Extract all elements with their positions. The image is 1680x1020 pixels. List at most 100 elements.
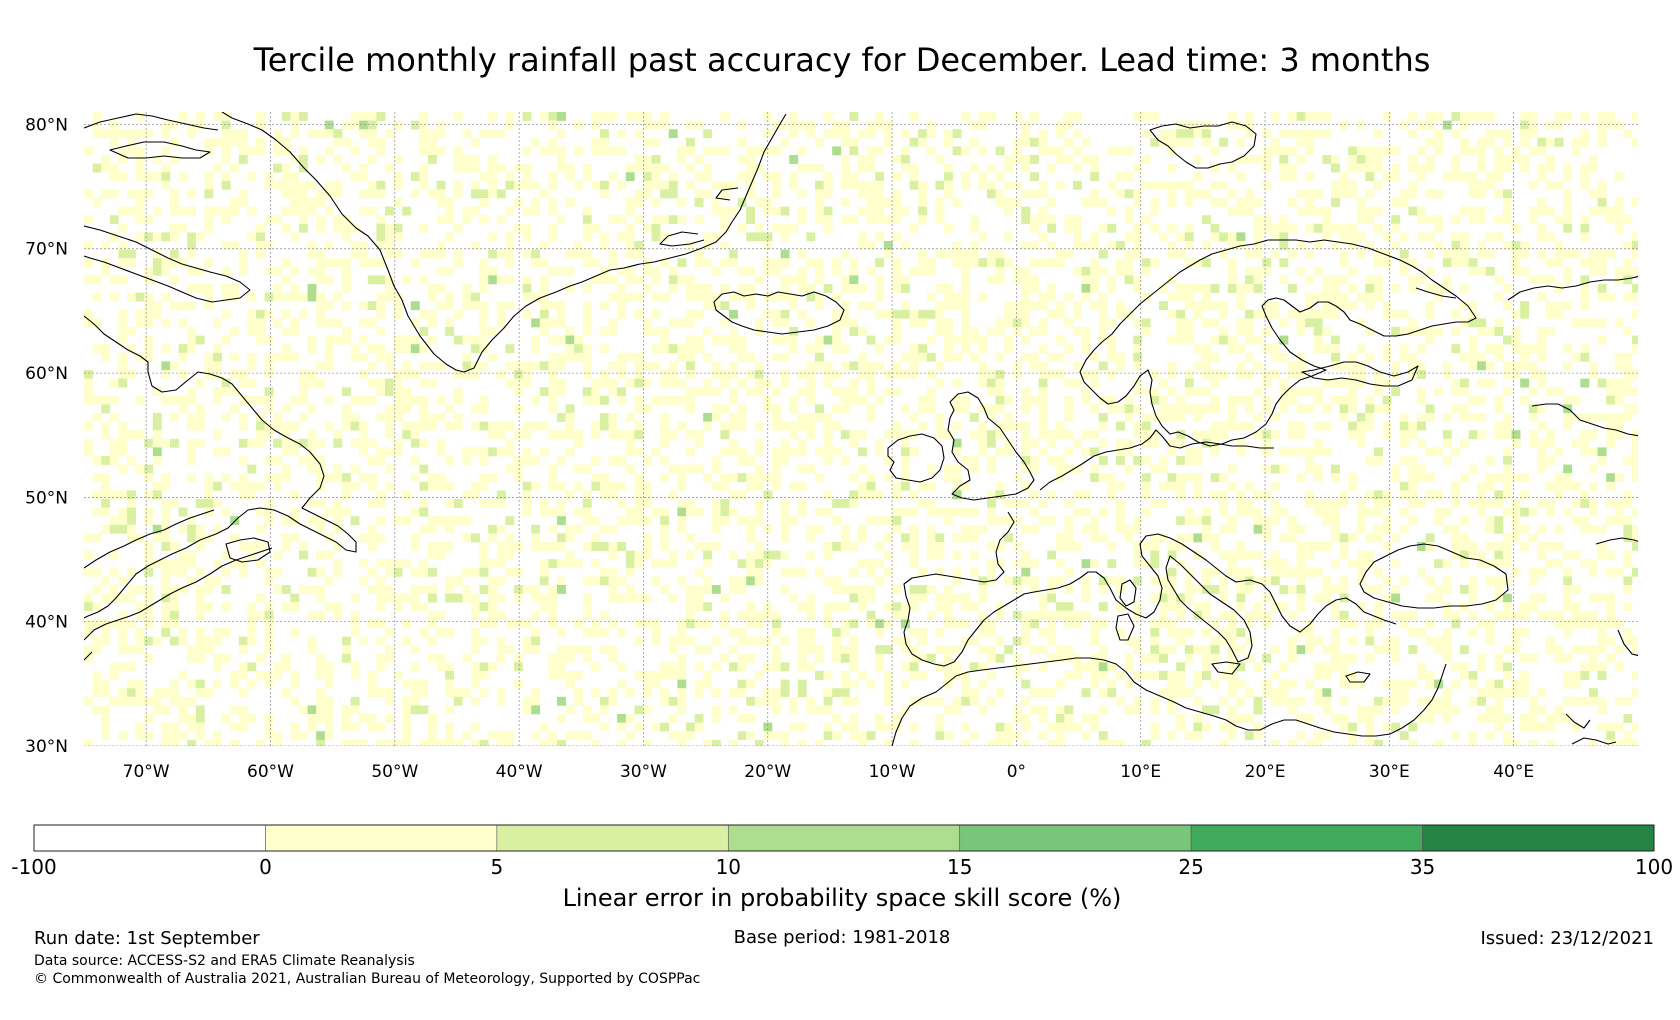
skill-cell bbox=[144, 318, 154, 328]
skill-cell bbox=[1597, 335, 1607, 345]
skill-cell bbox=[1537, 499, 1547, 508]
skill-cell bbox=[1184, 645, 1194, 655]
skill-cell bbox=[754, 610, 764, 620]
skill-cell bbox=[496, 653, 506, 663]
skill-cell bbox=[935, 662, 945, 672]
skill-cell bbox=[479, 542, 489, 551]
skill-cell bbox=[729, 361, 738, 371]
skill-cell bbox=[1245, 335, 1254, 345]
skill-cell bbox=[1090, 524, 1100, 534]
skill-cell bbox=[531, 335, 541, 345]
skill-cell bbox=[127, 137, 136, 147]
skill-cell bbox=[307, 499, 317, 508]
skill-cell bbox=[1460, 438, 1469, 448]
skill-cell bbox=[926, 610, 936, 620]
skill-cell bbox=[1107, 481, 1117, 491]
skill-cell bbox=[1176, 413, 1186, 422]
skill-cell bbox=[92, 292, 102, 302]
skill-cell bbox=[230, 163, 240, 173]
skill-cell bbox=[385, 163, 394, 173]
skill-cell bbox=[1589, 593, 1598, 603]
skill-cell bbox=[178, 567, 188, 577]
skill-cell bbox=[995, 275, 1005, 285]
skill-cell bbox=[445, 404, 455, 414]
skill-cell bbox=[204, 258, 214, 268]
skill-cell bbox=[815, 301, 824, 311]
skill-cell bbox=[264, 335, 274, 345]
skill-cell bbox=[1468, 301, 1478, 311]
skill-cell bbox=[1073, 327, 1082, 336]
skill-cell bbox=[1262, 309, 1272, 319]
skill-cell bbox=[952, 490, 962, 500]
skill-cell bbox=[367, 679, 377, 689]
skill-cell bbox=[625, 430, 635, 440]
skill-cell bbox=[686, 180, 695, 190]
skill-cell bbox=[832, 370, 842, 379]
skill-cell bbox=[1485, 499, 1495, 508]
skill-cell bbox=[1399, 249, 1409, 259]
skill-cell bbox=[1210, 619, 1220, 629]
skill-cell bbox=[1494, 155, 1504, 164]
skill-cell bbox=[815, 653, 824, 663]
skill-cell bbox=[686, 361, 695, 371]
skill-cell bbox=[1580, 619, 1590, 629]
skill-cell bbox=[1485, 576, 1495, 586]
skill-cell bbox=[1227, 662, 1237, 672]
skill-cell bbox=[625, 507, 635, 517]
skill-cell bbox=[1202, 404, 1211, 414]
skill-cell bbox=[1408, 456, 1418, 465]
skill-cell bbox=[1253, 490, 1263, 500]
skill-cell bbox=[660, 163, 670, 173]
skill-cell bbox=[92, 671, 102, 680]
skill-cell bbox=[668, 636, 678, 646]
skill-cell bbox=[668, 275, 678, 285]
skill-cell bbox=[892, 490, 902, 500]
skill-cell bbox=[608, 327, 618, 336]
skill-cell bbox=[918, 421, 928, 431]
skill-cell bbox=[969, 223, 979, 233]
skill-cell bbox=[264, 266, 274, 276]
skill-cell bbox=[1391, 172, 1401, 182]
skill-cell bbox=[1503, 602, 1512, 612]
skill-cell bbox=[1503, 533, 1512, 543]
skill-cell bbox=[1434, 284, 1444, 293]
skill-cell bbox=[453, 395, 463, 405]
skill-cell bbox=[101, 507, 111, 517]
skill-cell bbox=[213, 206, 222, 216]
skill-cell bbox=[1270, 430, 1280, 440]
skill-cell bbox=[1021, 318, 1031, 328]
skill-cell bbox=[324, 146, 334, 156]
skill-cell bbox=[84, 438, 93, 448]
skill-cell bbox=[307, 344, 317, 354]
skill-cell bbox=[1150, 636, 1160, 646]
skill-cell bbox=[918, 585, 928, 594]
skill-cell bbox=[1064, 602, 1074, 612]
skill-cell bbox=[892, 172, 902, 182]
skill-cell bbox=[918, 352, 928, 362]
skill-cell bbox=[428, 636, 437, 646]
skill-cell bbox=[376, 662, 386, 672]
skill-cell bbox=[1313, 438, 1323, 448]
skill-cell bbox=[918, 344, 928, 354]
skill-cell bbox=[1528, 129, 1538, 139]
skill-cell bbox=[359, 241, 369, 250]
skill-cell bbox=[1374, 206, 1383, 216]
skill-cell bbox=[918, 189, 928, 199]
skill-cell bbox=[961, 456, 971, 465]
skill-cell bbox=[1348, 430, 1358, 440]
skill-cell bbox=[840, 585, 850, 594]
skill-cell bbox=[1202, 137, 1211, 147]
skill-cell bbox=[1451, 327, 1461, 336]
skill-cell bbox=[1597, 447, 1607, 457]
skill-cell bbox=[772, 413, 781, 422]
skill-cell bbox=[1004, 232, 1014, 242]
skill-cell bbox=[1597, 266, 1607, 276]
skill-cell bbox=[1425, 215, 1435, 225]
skill-cell bbox=[1133, 456, 1143, 465]
skill-cell bbox=[505, 180, 515, 190]
skill-cell bbox=[1202, 602, 1211, 612]
skill-cell bbox=[1288, 361, 1297, 371]
skill-cell bbox=[634, 395, 644, 405]
skill-cell bbox=[290, 189, 300, 199]
skill-cell bbox=[1219, 610, 1229, 620]
